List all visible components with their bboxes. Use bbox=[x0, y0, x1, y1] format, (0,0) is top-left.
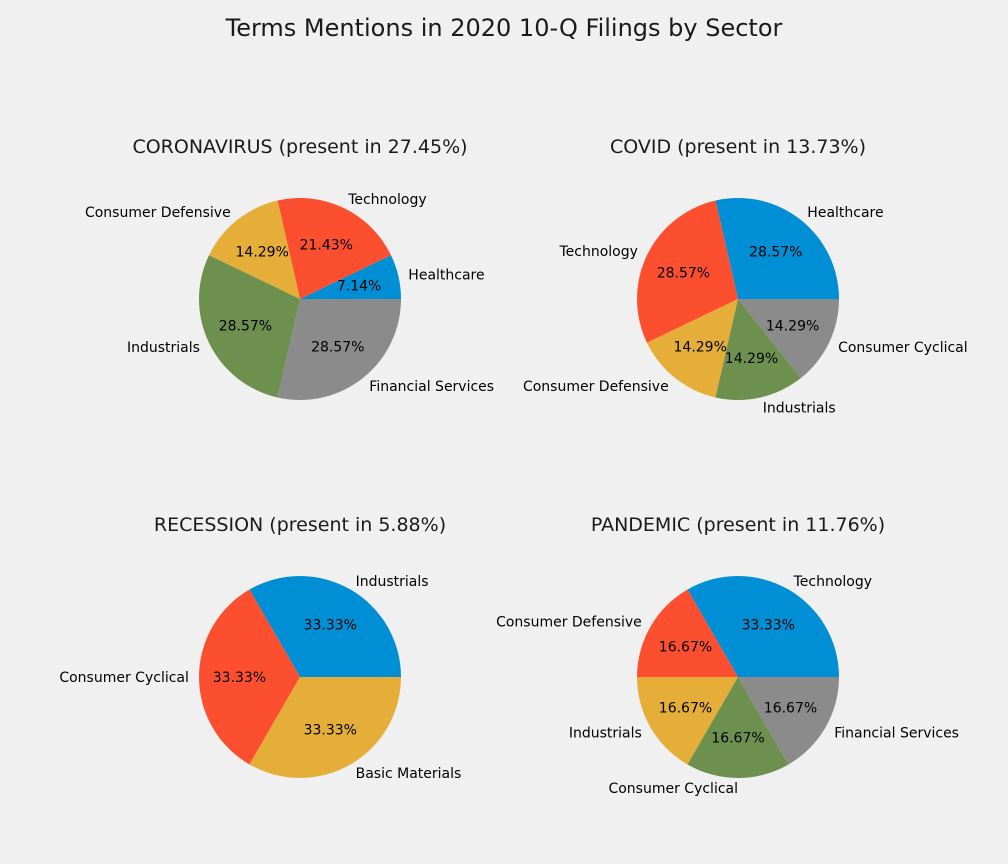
pie-percent-label: 33.33% bbox=[742, 618, 795, 634]
figure-title: Terms Mentions in 2020 10-Q Filings by S… bbox=[225, 14, 783, 42]
pie-title: PANDEMIC (present in 11.76%) bbox=[591, 514, 885, 536]
pie-percent-label: 14.29% bbox=[674, 339, 727, 355]
pie-slices: 28.57% Healthcare 28.57% Technology 14.29% Co… bbox=[523, 198, 968, 416]
pie-category-label: Healthcare bbox=[408, 267, 484, 283]
pie-percent-label: 14.29% bbox=[766, 318, 819, 334]
pie-panel-recession: RECESSION (present in 5.88%) 33.33% Indus… bbox=[59, 514, 461, 782]
pie-slices: 33.33% Technology 16.67% Consumer Defensive… bbox=[496, 574, 959, 797]
pie-category-label: Consumer Defensive bbox=[85, 205, 231, 221]
pie-slice-technology bbox=[687, 576, 839, 677]
pie-slice-healthcare bbox=[715, 198, 839, 299]
pie-title: RECESSION (present in 5.88%) bbox=[154, 514, 446, 536]
pie-percent-label: 16.67% bbox=[659, 640, 712, 656]
pie-category-label: Consumer Defensive bbox=[523, 379, 669, 395]
pie-slice-financial-services bbox=[738, 677, 839, 765]
pie-slice-industrials bbox=[198, 255, 300, 398]
pie-percent-label: 16.67% bbox=[764, 700, 817, 716]
pie-category-label: Consumer Cyclical bbox=[608, 781, 738, 797]
pie-panel-pandemic: PANDEMIC (present in 11.76%) 33.33% Techn… bbox=[496, 514, 959, 797]
pie-slice-consumer-cyclical bbox=[198, 589, 300, 765]
pie-slice-consumer-cyclical bbox=[687, 677, 789, 778]
pie-percent-label: 16.67% bbox=[659, 700, 712, 716]
pie-slice-technology bbox=[277, 197, 392, 299]
pie-slice-consumer-defensive bbox=[208, 200, 300, 299]
pie-title: CORONAVIRUS (present in 27.45%) bbox=[132, 136, 467, 158]
pie-percent-label: 33.33% bbox=[304, 723, 357, 739]
pie-slices: 7.14% Healthcare 21.43% Technology 14.29% Con… bbox=[85, 192, 494, 401]
pie-percent-label: 14.29% bbox=[236, 245, 289, 261]
pie-category-label: Technology bbox=[347, 192, 426, 208]
pie-category-label: Industrials bbox=[127, 340, 200, 356]
pie-slice-financial-services bbox=[277, 299, 401, 401]
pie-percent-label: 28.57% bbox=[219, 318, 272, 334]
pie-slice-industrials bbox=[249, 575, 401, 677]
pie-slice-consumer-defensive bbox=[646, 299, 738, 398]
pie-category-label: Financial Services bbox=[834, 726, 959, 742]
pie-slice-healthcare bbox=[300, 255, 401, 299]
pie-slice-consumer-cyclical bbox=[738, 299, 839, 378]
pie-category-label: Industrials bbox=[763, 400, 836, 416]
pie-slice-industrials bbox=[637, 676, 738, 765]
pie-panel-covid: COVID (present in 13.73%) 28.57% Healthca… bbox=[523, 136, 968, 416]
pie-category-label: Consumer Cyclical bbox=[838, 340, 968, 356]
pie-percent-label: 28.57% bbox=[657, 266, 710, 282]
pie-slice-industrials bbox=[715, 299, 801, 401]
pie-slice-consumer-defensive bbox=[637, 589, 738, 677]
pie-slice-basic-materials bbox=[249, 677, 401, 779]
pie-category-label: Industrials bbox=[356, 574, 429, 590]
pie-category-label: Basic Materials bbox=[356, 766, 462, 782]
pie-percent-label: 33.33% bbox=[304, 618, 357, 634]
pie-category-label: Technology bbox=[793, 574, 872, 590]
pie-category-label: Consumer Cyclical bbox=[59, 670, 189, 686]
pie-slice-technology bbox=[637, 200, 738, 343]
pie-category-label: Industrials bbox=[569, 726, 642, 742]
pie-percent-label: 21.43% bbox=[300, 237, 353, 253]
pie-percent-label: 14.29% bbox=[725, 351, 778, 367]
pie-category-label: Healthcare bbox=[807, 205, 883, 221]
pie-category-label: Consumer Defensive bbox=[496, 614, 642, 630]
pie-category-label: Financial Services bbox=[369, 379, 494, 395]
pie-slices: 33.33% Industrials 33.33% Consumer Cyclical… bbox=[59, 574, 461, 782]
pie-category-label: Technology bbox=[558, 244, 637, 260]
pie-percent-label: 16.67% bbox=[711, 731, 764, 747]
pie-title: COVID (present in 13.73%) bbox=[610, 136, 866, 158]
pie-percent-label: 7.14% bbox=[337, 279, 381, 295]
pie-percent-label: 33.33% bbox=[213, 670, 266, 686]
pie-percent-label: 28.57% bbox=[749, 245, 802, 261]
pie-panel-coronavirus: CORONAVIRUS (present in 27.45%) 7.14% Hea… bbox=[85, 136, 494, 401]
pie-percent-label: 28.57% bbox=[311, 339, 364, 355]
